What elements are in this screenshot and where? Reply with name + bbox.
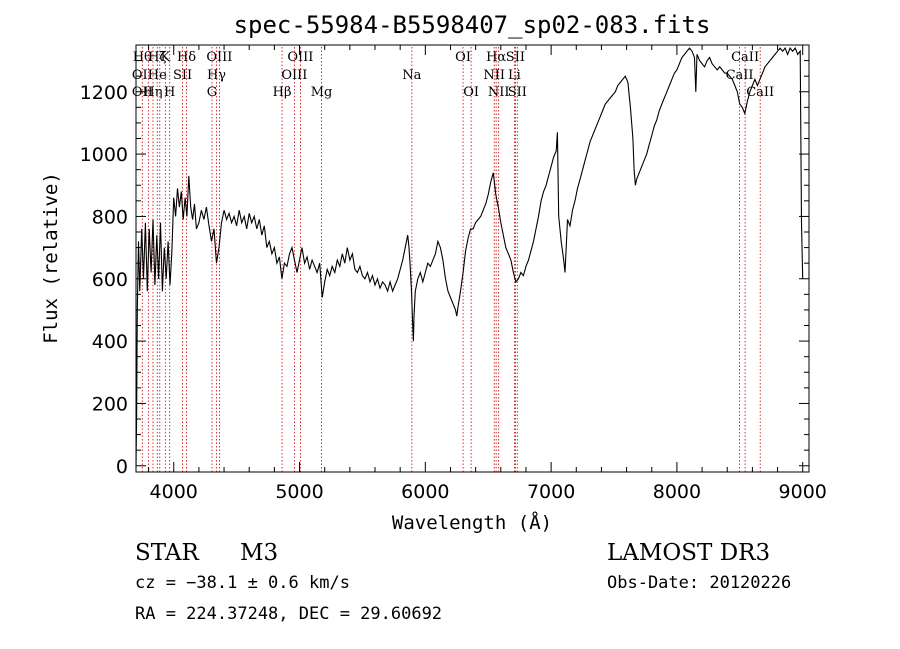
y-tick-label: 1000 xyxy=(80,144,128,166)
line-marker-label: SII xyxy=(506,50,525,65)
y-tick-label: 600 xyxy=(92,269,128,291)
line-marker-label: He xyxy=(148,68,167,83)
x-tick-label: 6000 xyxy=(401,481,449,503)
line-marker-label: OII xyxy=(132,68,153,83)
line-marker-label: OIII xyxy=(287,50,313,65)
line-marker-label: OI xyxy=(463,85,479,100)
y-tick-label: 400 xyxy=(92,331,128,353)
line-marker-label: G xyxy=(207,85,217,100)
line-marker-label: Mg xyxy=(311,85,333,100)
line-markers xyxy=(141,47,761,472)
y-tick-label: 200 xyxy=(92,393,128,415)
line-marker-label: CaII xyxy=(746,85,774,100)
redshift-cz: cz = −38.1 ± 0.6 km/s xyxy=(135,573,350,593)
y-tick-label: 0 xyxy=(116,456,128,478)
x-axis-label: Wavelength (Å) xyxy=(392,511,552,534)
y-axis-ticks: 0 200 400 600 800 1000 1200 xyxy=(80,44,809,478)
line-marker-label: OII xyxy=(132,85,153,100)
line-marker-label: SII xyxy=(173,68,192,83)
x-tick-label: 7000 xyxy=(527,481,575,503)
line-marker-label: Hβ xyxy=(273,85,292,100)
y-tick-label: 800 xyxy=(92,206,128,228)
chart-title: spec-55984-B5598407_sp02-083.fits xyxy=(234,11,711,39)
y-axis-label: Flux (relative) xyxy=(40,172,62,344)
line-marker-label: CaII xyxy=(731,50,759,65)
line-marker-label: H xyxy=(164,85,175,100)
line-marker-label: Hγ xyxy=(207,68,226,83)
line-marker-label: OIII xyxy=(206,50,232,65)
line-marker-label: K xyxy=(160,50,170,65)
object-subclass: M3 xyxy=(240,540,278,566)
y-tick-label: 1200 xyxy=(80,82,128,104)
line-marker-label: Li xyxy=(508,68,521,83)
line-marker-label: OIII xyxy=(281,68,307,83)
line-marker-label: Na xyxy=(402,68,421,83)
object-class: STAR xyxy=(135,540,199,566)
line-marker-label: NII xyxy=(483,68,505,83)
line-marker-label: SII xyxy=(508,85,527,100)
x-axis-ticks: 4000 5000 6000 7000 8000 9000 xyxy=(148,45,827,503)
line-marker-label: Hδ xyxy=(177,50,196,65)
line-marker-label: NII xyxy=(488,85,510,100)
survey-name: LAMOST DR3 xyxy=(607,540,770,566)
line-marker-label: Hζ xyxy=(148,50,166,65)
obs-date: Obs-Date: 20120226 xyxy=(607,573,791,593)
x-tick-label: 9000 xyxy=(779,481,827,503)
spectrum-line xyxy=(135,47,804,466)
ra-dec: RA = 224.37248, DEC = 29.60692 xyxy=(135,604,442,624)
line-marker-label: Hθ xyxy=(133,50,152,65)
line-marker-labels: HθOIIOIIHηHζHeKHSIIHδGHγOIIIHβOIIIOIIIMg… xyxy=(132,50,774,100)
line-marker-label: OI xyxy=(455,50,471,65)
line-marker-label: Hα xyxy=(486,50,506,65)
line-marker-label: Hη xyxy=(143,85,162,100)
x-tick-label: 5000 xyxy=(275,481,323,503)
plot-frame xyxy=(135,44,810,473)
x-tick-label: 8000 xyxy=(653,481,701,503)
x-tick-label: 4000 xyxy=(150,481,198,503)
